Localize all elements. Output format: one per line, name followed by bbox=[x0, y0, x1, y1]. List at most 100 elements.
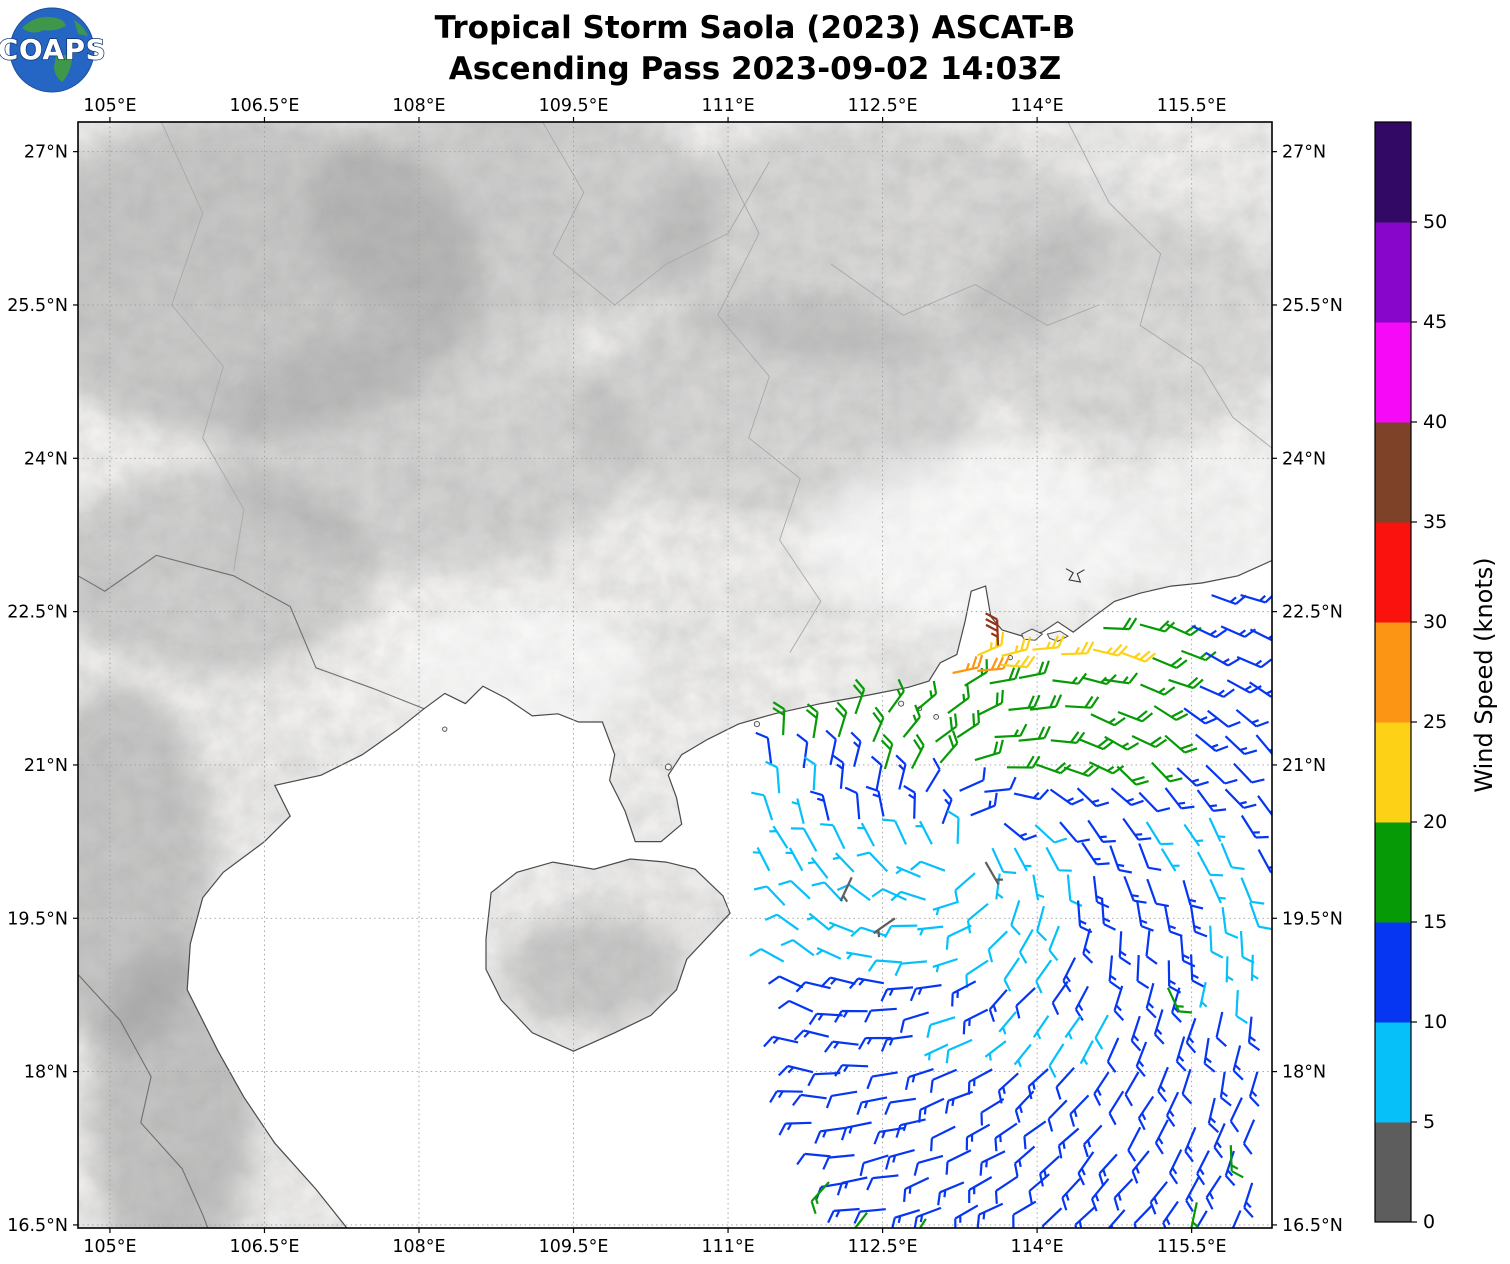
wind-barb bbox=[780, 938, 815, 957]
wind-barb bbox=[883, 924, 918, 939]
wind-barb bbox=[1176, 767, 1209, 787]
wind-barb bbox=[844, 786, 861, 820]
colorbar-segment bbox=[1375, 622, 1411, 723]
wind-barb bbox=[827, 1207, 860, 1224]
wind-barb bbox=[1183, 823, 1204, 847]
lon-tick-label-bottom: 115.5°E bbox=[1157, 1237, 1227, 1257]
wind-barb bbox=[954, 1204, 979, 1228]
wind-barb bbox=[1118, 931, 1132, 966]
wind-barb bbox=[980, 1097, 1005, 1126]
wind-barb bbox=[1224, 735, 1258, 756]
wind-barb bbox=[1061, 641, 1095, 656]
wind-barb bbox=[870, 755, 883, 791]
lon-tick-label-top: 112.5°E bbox=[848, 96, 918, 116]
wind-barb bbox=[1034, 824, 1068, 844]
colorbar-segment bbox=[1375, 522, 1411, 623]
wind-barb bbox=[1098, 1153, 1118, 1187]
wind-barb bbox=[929, 1068, 958, 1093]
wind-barb bbox=[820, 823, 846, 850]
province-border bbox=[830, 263, 1100, 326]
wind-barb bbox=[1182, 880, 1204, 910]
wind-barb-special bbox=[977, 656, 1010, 672]
wind-barb bbox=[1045, 846, 1072, 872]
wind-barb-special bbox=[872, 917, 896, 938]
wind-barb bbox=[1061, 1177, 1081, 1211]
wind-barb bbox=[1208, 817, 1226, 843]
wind-barb bbox=[959, 767, 986, 792]
wind-barb bbox=[1077, 1151, 1095, 1186]
wind-barb bbox=[806, 912, 831, 931]
wind-barb-special bbox=[1229, 1145, 1244, 1179]
wind-barb bbox=[1032, 1015, 1050, 1040]
wind-barb bbox=[815, 946, 842, 960]
wind-barb bbox=[866, 1174, 899, 1191]
wind-barb bbox=[846, 951, 872, 960]
colorbar-tick-label: 50 bbox=[1423, 211, 1447, 233]
wind-barb bbox=[1012, 1200, 1037, 1228]
terrain-mountain bbox=[965, 213, 1272, 438]
wind-barb bbox=[1057, 1127, 1080, 1159]
colorbar-segment bbox=[1375, 822, 1411, 923]
wind-barb bbox=[753, 885, 786, 906]
wind-barb bbox=[1236, 655, 1272, 669]
wind-barb bbox=[853, 1208, 886, 1224]
wind-barb bbox=[1013, 1145, 1036, 1177]
lat-tick-label-left: 24°N bbox=[24, 449, 68, 469]
wind-barb bbox=[790, 827, 818, 852]
wind-barb bbox=[1113, 985, 1125, 1022]
wind-barb bbox=[1168, 1149, 1183, 1185]
wind-barb bbox=[1133, 1203, 1154, 1228]
wind-barb bbox=[988, 989, 1008, 1023]
colorbar-segment bbox=[1375, 922, 1411, 1023]
colorbar-segment bbox=[1375, 422, 1411, 523]
lat-tick-label-left: 16.5°N bbox=[7, 1216, 68, 1236]
wind-barb bbox=[890, 890, 926, 902]
wind-barb bbox=[1220, 842, 1245, 871]
wind-barb bbox=[834, 701, 848, 738]
colorbar-segment bbox=[1375, 222, 1411, 323]
terrain-mountain bbox=[89, 949, 255, 1228]
lon-tick-label-bottom: 114°E bbox=[1011, 1237, 1064, 1257]
figure-title: Tropical Storm Saola (2023) ASCAT-B bbox=[435, 10, 1076, 46]
wind-barb bbox=[1149, 1181, 1168, 1215]
lat-tick-label-right: 16.5°N bbox=[1282, 1216, 1343, 1236]
wind-barb bbox=[1207, 709, 1241, 728]
wind-barb bbox=[1153, 1009, 1165, 1045]
wind-barb bbox=[1123, 876, 1147, 904]
wind-barb bbox=[792, 1093, 827, 1106]
figure-subtitle: Ascending Pass 2023-09-02 14:03Z bbox=[449, 51, 1062, 87]
wind-barb bbox=[1023, 1120, 1047, 1150]
lon-tick-label-top: 105°E bbox=[83, 96, 136, 116]
wind-barb bbox=[820, 976, 856, 988]
wind-barb bbox=[894, 960, 927, 977]
wind-barb bbox=[1247, 1016, 1261, 1051]
wind-barb bbox=[1027, 1068, 1049, 1100]
wind-barb bbox=[778, 879, 811, 900]
wind-barb bbox=[1154, 1119, 1169, 1155]
wind-barb bbox=[1166, 623, 1202, 637]
wind-barb bbox=[765, 760, 781, 794]
wind-barb bbox=[1013, 1043, 1032, 1068]
wind-barb bbox=[1160, 848, 1180, 872]
wind-barb-special bbox=[810, 1181, 830, 1215]
wind-barb bbox=[795, 981, 831, 993]
wind-barb bbox=[836, 1176, 868, 1196]
wind-barb bbox=[778, 1064, 814, 1077]
logo-text: COAPS bbox=[0, 33, 106, 66]
wind-barb-special bbox=[1190, 1202, 1199, 1228]
wind-barb bbox=[994, 723, 1028, 739]
wind-barb bbox=[1013, 847, 1032, 872]
wind-barb bbox=[1175, 1036, 1187, 1072]
wind-barb bbox=[1107, 1209, 1126, 1228]
wind-barb bbox=[1140, 683, 1176, 696]
lat-tick-label-left: 22.5°N bbox=[7, 603, 68, 623]
wind-barb bbox=[772, 701, 786, 736]
wind-barb bbox=[1138, 843, 1162, 871]
wind-barb bbox=[1124, 1071, 1140, 1107]
wind-barb bbox=[755, 731, 773, 764]
wind-barb bbox=[1059, 821, 1091, 843]
wind-barb bbox=[926, 1016, 956, 1038]
wind-barb bbox=[1074, 985, 1089, 1021]
wind-barb bbox=[1050, 731, 1086, 744]
wind-barb bbox=[1146, 878, 1170, 908]
